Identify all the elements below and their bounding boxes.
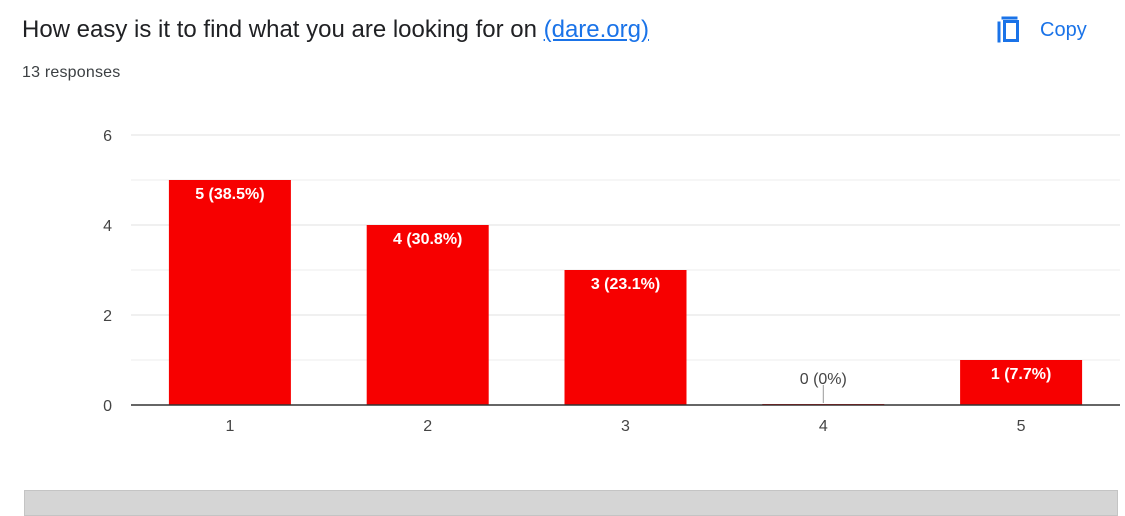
question-header: How easy is it to find what you are look… (22, 14, 1102, 84)
y-tick-label: 0 (103, 398, 112, 415)
bar (564, 270, 687, 405)
copy-label: Copy (1040, 18, 1087, 41)
question-text: How easy is it to find what you are look… (22, 16, 537, 43)
data-label: 3 (23.1%) (591, 276, 660, 293)
data-label: 4 (30.8%) (393, 231, 462, 248)
x-tick-label: 4 (819, 418, 828, 435)
bar (168, 180, 291, 405)
bar (366, 225, 489, 405)
y-tick-label: 4 (103, 218, 112, 235)
x-tick-label: 5 (1017, 418, 1026, 435)
bar-chart: 0 2 4 6 5 (38.5%) 1 4 (30.8%) 2 3 (23.1%) 3 0 (0%)… (103, 128, 1120, 435)
x-tick-label: 1 (225, 418, 234, 435)
question-link[interactable]: (dare.org) (543, 16, 649, 43)
responses-count: 13 responses (22, 64, 121, 81)
copy-icon (997, 16, 1019, 43)
data-label: 0 (0%) (800, 371, 847, 388)
data-label: 1 (7.7%) (991, 366, 1051, 383)
y-tick-label: 2 (103, 308, 112, 325)
copy-button[interactable]: Copy (996, 14, 1087, 46)
bar (960, 360, 1083, 405)
y-tick-label: 6 (103, 128, 112, 145)
scroll-bar[interactable] (24, 490, 1118, 516)
x-tick-label: 3 (621, 418, 630, 435)
x-tick-label: 2 (423, 418, 432, 435)
data-label: 5 (38.5%) (195, 186, 264, 203)
question-title: How easy is it to find what you are look… (22, 16, 649, 44)
